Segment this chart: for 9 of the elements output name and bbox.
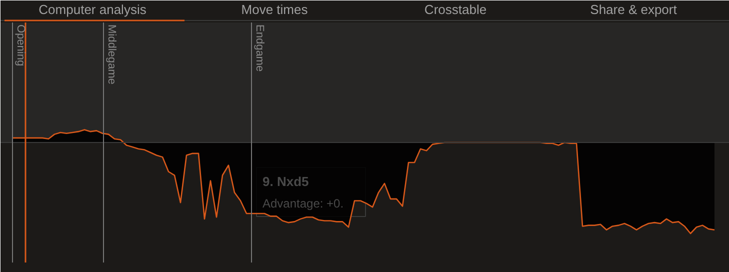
text: Endgame — [254, 24, 266, 72]
text: Opening — [14, 24, 26, 66]
annotation: 9. Nxd5 — [262, 174, 309, 189]
text: Crosstable — [424, 2, 487, 17]
text: Middlegame — [106, 24, 118, 84]
text: Share & export — [590, 2, 678, 17]
text: Computer analysis — [38, 2, 147, 17]
text: Move times — [241, 2, 308, 17]
annotation: Advantage: +0. — [262, 196, 344, 210]
